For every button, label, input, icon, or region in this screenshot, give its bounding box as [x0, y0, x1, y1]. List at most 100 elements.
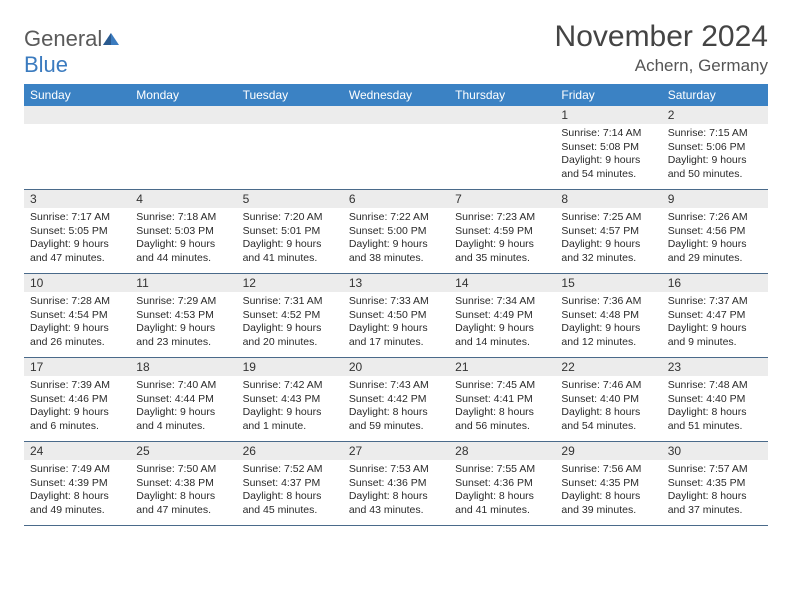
day-body	[24, 124, 130, 184]
sunset: Sunset: 4:39 PM	[30, 477, 124, 491]
day-body: Sunrise: 7:23 AMSunset: 4:59 PMDaylight:…	[449, 208, 555, 272]
day-cell: 7Sunrise: 7:23 AMSunset: 4:59 PMDaylight…	[449, 190, 555, 274]
daylight-line2: and 56 minutes.	[455, 420, 549, 434]
day-number: 2	[662, 106, 768, 124]
dow-row: SundayMondayTuesdayWednesdayThursdayFrid…	[24, 84, 768, 106]
day-body: Sunrise: 7:46 AMSunset: 4:40 PMDaylight:…	[555, 376, 661, 440]
dow-cell: Saturday	[662, 84, 768, 106]
day-body: Sunrise: 7:29 AMSunset: 4:53 PMDaylight:…	[130, 292, 236, 356]
day-body: Sunrise: 7:22 AMSunset: 5:00 PMDaylight:…	[343, 208, 449, 272]
day-body: Sunrise: 7:15 AMSunset: 5:06 PMDaylight:…	[662, 124, 768, 188]
day-number: 3	[24, 190, 130, 208]
day-number: 14	[449, 274, 555, 292]
sunset: Sunset: 4:59 PM	[455, 225, 549, 239]
day-number: 19	[237, 358, 343, 376]
sunrise: Sunrise: 7:15 AM	[668, 127, 762, 141]
day-body	[237, 124, 343, 184]
sunset: Sunset: 4:38 PM	[136, 477, 230, 491]
daylight-line2: and 43 minutes.	[349, 504, 443, 518]
day-number: 12	[237, 274, 343, 292]
day-number: 7	[449, 190, 555, 208]
week-row: 10Sunrise: 7:28 AMSunset: 4:54 PMDayligh…	[24, 274, 768, 358]
day-number	[24, 106, 130, 124]
daylight-line1: Daylight: 9 hours	[561, 154, 655, 168]
sunset: Sunset: 4:35 PM	[561, 477, 655, 491]
day-body: Sunrise: 7:49 AMSunset: 4:39 PMDaylight:…	[24, 460, 130, 524]
sunset: Sunset: 5:06 PM	[668, 141, 762, 155]
day-body: Sunrise: 7:40 AMSunset: 4:44 PMDaylight:…	[130, 376, 236, 440]
daylight-line1: Daylight: 9 hours	[349, 238, 443, 252]
daylight-line2: and 1 minute.	[243, 420, 337, 434]
dow-cell: Monday	[130, 84, 236, 106]
day-body	[343, 124, 449, 184]
day-cell: 22Sunrise: 7:46 AMSunset: 4:40 PMDayligh…	[555, 358, 661, 442]
day-number: 17	[24, 358, 130, 376]
day-number: 23	[662, 358, 768, 376]
daylight-line2: and 9 minutes.	[668, 336, 762, 350]
day-body: Sunrise: 7:45 AMSunset: 4:41 PMDaylight:…	[449, 376, 555, 440]
day-cell: 29Sunrise: 7:56 AMSunset: 4:35 PMDayligh…	[555, 442, 661, 526]
day-cell: 13Sunrise: 7:33 AMSunset: 4:50 PMDayligh…	[343, 274, 449, 358]
daylight-line2: and 12 minutes.	[561, 336, 655, 350]
day-cell: 6Sunrise: 7:22 AMSunset: 5:00 PMDaylight…	[343, 190, 449, 274]
daylight-line2: and 17 minutes.	[349, 336, 443, 350]
day-cell: 15Sunrise: 7:36 AMSunset: 4:48 PMDayligh…	[555, 274, 661, 358]
sunrise: Sunrise: 7:49 AM	[30, 463, 124, 477]
day-body: Sunrise: 7:33 AMSunset: 4:50 PMDaylight:…	[343, 292, 449, 356]
day-body: Sunrise: 7:42 AMSunset: 4:43 PMDaylight:…	[237, 376, 343, 440]
week-row: 1Sunrise: 7:14 AMSunset: 5:08 PMDaylight…	[24, 106, 768, 190]
daylight-line1: Daylight: 8 hours	[668, 490, 762, 504]
day-cell: 24Sunrise: 7:49 AMSunset: 4:39 PMDayligh…	[24, 442, 130, 526]
daylight-line1: Daylight: 9 hours	[136, 406, 230, 420]
daylight-line2: and 54 minutes.	[561, 420, 655, 434]
sunset: Sunset: 4:49 PM	[455, 309, 549, 323]
daylight-line1: Daylight: 9 hours	[30, 322, 124, 336]
day-cell: 9Sunrise: 7:26 AMSunset: 4:56 PMDaylight…	[662, 190, 768, 274]
sunrise: Sunrise: 7:14 AM	[561, 127, 655, 141]
daylight-line2: and 44 minutes.	[136, 252, 230, 266]
sunrise: Sunrise: 7:53 AM	[349, 463, 443, 477]
day-cell: 26Sunrise: 7:52 AMSunset: 4:37 PMDayligh…	[237, 442, 343, 526]
day-cell: 16Sunrise: 7:37 AMSunset: 4:47 PMDayligh…	[662, 274, 768, 358]
daylight-line1: Daylight: 9 hours	[30, 406, 124, 420]
daylight-line1: Daylight: 9 hours	[561, 238, 655, 252]
daylight-line2: and 49 minutes.	[30, 504, 124, 518]
daylight-line1: Daylight: 8 hours	[349, 490, 443, 504]
sunset: Sunset: 4:36 PM	[349, 477, 443, 491]
daylight-line1: Daylight: 9 hours	[136, 238, 230, 252]
day-number: 26	[237, 442, 343, 460]
day-number: 22	[555, 358, 661, 376]
sunrise: Sunrise: 7:42 AM	[243, 379, 337, 393]
daylight-line2: and 45 minutes.	[243, 504, 337, 518]
daylight-line2: and 39 minutes.	[561, 504, 655, 518]
sunset: Sunset: 5:03 PM	[136, 225, 230, 239]
sunrise: Sunrise: 7:43 AM	[349, 379, 443, 393]
daylight-line1: Daylight: 9 hours	[243, 322, 337, 336]
day-cell: 20Sunrise: 7:43 AMSunset: 4:42 PMDayligh…	[343, 358, 449, 442]
daylight-line1: Daylight: 9 hours	[668, 238, 762, 252]
sunrise: Sunrise: 7:18 AM	[136, 211, 230, 225]
day-cell	[343, 106, 449, 190]
daylight-line2: and 6 minutes.	[30, 420, 124, 434]
daylight-line1: Daylight: 9 hours	[243, 406, 337, 420]
day-body: Sunrise: 7:39 AMSunset: 4:46 PMDaylight:…	[24, 376, 130, 440]
weeks-container: 1Sunrise: 7:14 AMSunset: 5:08 PMDaylight…	[24, 106, 768, 526]
day-cell: 23Sunrise: 7:48 AMSunset: 4:40 PMDayligh…	[662, 358, 768, 442]
daylight-line2: and 37 minutes.	[668, 504, 762, 518]
daylight-line2: and 35 minutes.	[455, 252, 549, 266]
sunrise: Sunrise: 7:55 AM	[455, 463, 549, 477]
day-number: 29	[555, 442, 661, 460]
daylight-line2: and 38 minutes.	[349, 252, 443, 266]
daylight-line1: Daylight: 8 hours	[455, 406, 549, 420]
day-number: 8	[555, 190, 661, 208]
day-body: Sunrise: 7:53 AMSunset: 4:36 PMDaylight:…	[343, 460, 449, 524]
sunrise: Sunrise: 7:26 AM	[668, 211, 762, 225]
sunrise: Sunrise: 7:40 AM	[136, 379, 230, 393]
daylight-line2: and 26 minutes.	[30, 336, 124, 350]
day-cell: 5Sunrise: 7:20 AMSunset: 5:01 PMDaylight…	[237, 190, 343, 274]
daylight-line1: Daylight: 9 hours	[668, 154, 762, 168]
day-number: 5	[237, 190, 343, 208]
daylight-line1: Daylight: 9 hours	[30, 238, 124, 252]
sunrise: Sunrise: 7:46 AM	[561, 379, 655, 393]
sunrise: Sunrise: 7:57 AM	[668, 463, 762, 477]
